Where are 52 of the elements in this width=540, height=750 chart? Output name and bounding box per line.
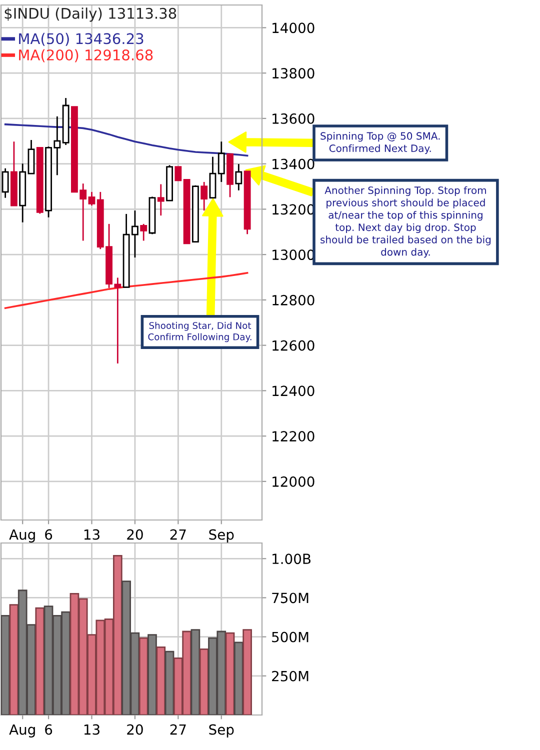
candlestick <box>218 140 225 183</box>
x-tick-label: 6 <box>45 724 52 735</box>
candlestick <box>2 168 9 199</box>
candlestick <box>140 223 148 242</box>
x-tick-label: 13 <box>84 724 100 735</box>
candlestick <box>174 166 182 182</box>
y-tick-label: 1.00B <box>272 554 310 564</box>
y-tick-label: 12200 <box>272 431 314 442</box>
bar <box>148 634 157 715</box>
x-tick-label: 13 <box>84 529 100 540</box>
candlestick <box>235 163 242 192</box>
candlestick <box>157 184 164 216</box>
y-tick-label: 250M <box>272 670 308 682</box>
y-tick-label: 12800 <box>272 294 314 306</box>
y-tick-label: 500M <box>272 632 308 642</box>
bar <box>234 642 244 715</box>
bar <box>35 607 45 715</box>
text: Another Spinning Top. Stop from previous short should be placed at/near the top of this spinning top. Next day big drop. Stop should be trailed based on the big down day. <box>320 186 491 258</box>
y-tick-label: 12400 <box>272 386 314 396</box>
y-tick-label: 13800 <box>272 68 314 79</box>
y-tick-label: 12600 <box>272 340 314 351</box>
candlestick <box>88 191 96 206</box>
x-tick-label: 20 <box>127 529 143 540</box>
bar <box>9 604 19 715</box>
y-tick-label: 13600 <box>272 113 314 124</box>
bar <box>199 648 209 715</box>
legend-label: MA(50) 13436.23 <box>19 32 144 46</box>
bar <box>1 615 10 715</box>
x-tick-label: 6 <box>45 529 52 540</box>
bar <box>156 646 166 715</box>
chart-title: $INDU (Daily) 13113.38 <box>4 8 176 22</box>
x-tick-label: 20 <box>127 724 143 735</box>
y-tick-label: 13400 <box>272 158 314 170</box>
bar <box>164 650 174 715</box>
x-tick-label: Aug <box>9 529 35 542</box>
bar <box>242 629 252 715</box>
y-tick-label: 12000 <box>272 476 314 487</box>
y-tick-label: 750M <box>272 592 308 604</box>
bar <box>225 632 235 715</box>
annotation: Shooting Star, Did Not Confirm Following Day. <box>148 322 252 342</box>
x-tick-label: 27 <box>170 724 186 735</box>
x-tick-label: Aug <box>9 724 35 738</box>
candlestick <box>200 181 208 212</box>
bar <box>190 629 200 715</box>
y-tick-label: 14000 <box>272 22 314 34</box>
legend-label: MA(200) 12918.68 <box>19 49 153 62</box>
x-tick-label: Sep <box>209 529 234 542</box>
text: Spinning Top @ 50 SMA. Confirmed Next Day. <box>320 132 440 154</box>
line-series <box>4 272 248 310</box>
x-tick-label: 27 <box>170 529 186 540</box>
bar <box>138 637 148 715</box>
x-tick-label: Sep <box>209 724 234 738</box>
